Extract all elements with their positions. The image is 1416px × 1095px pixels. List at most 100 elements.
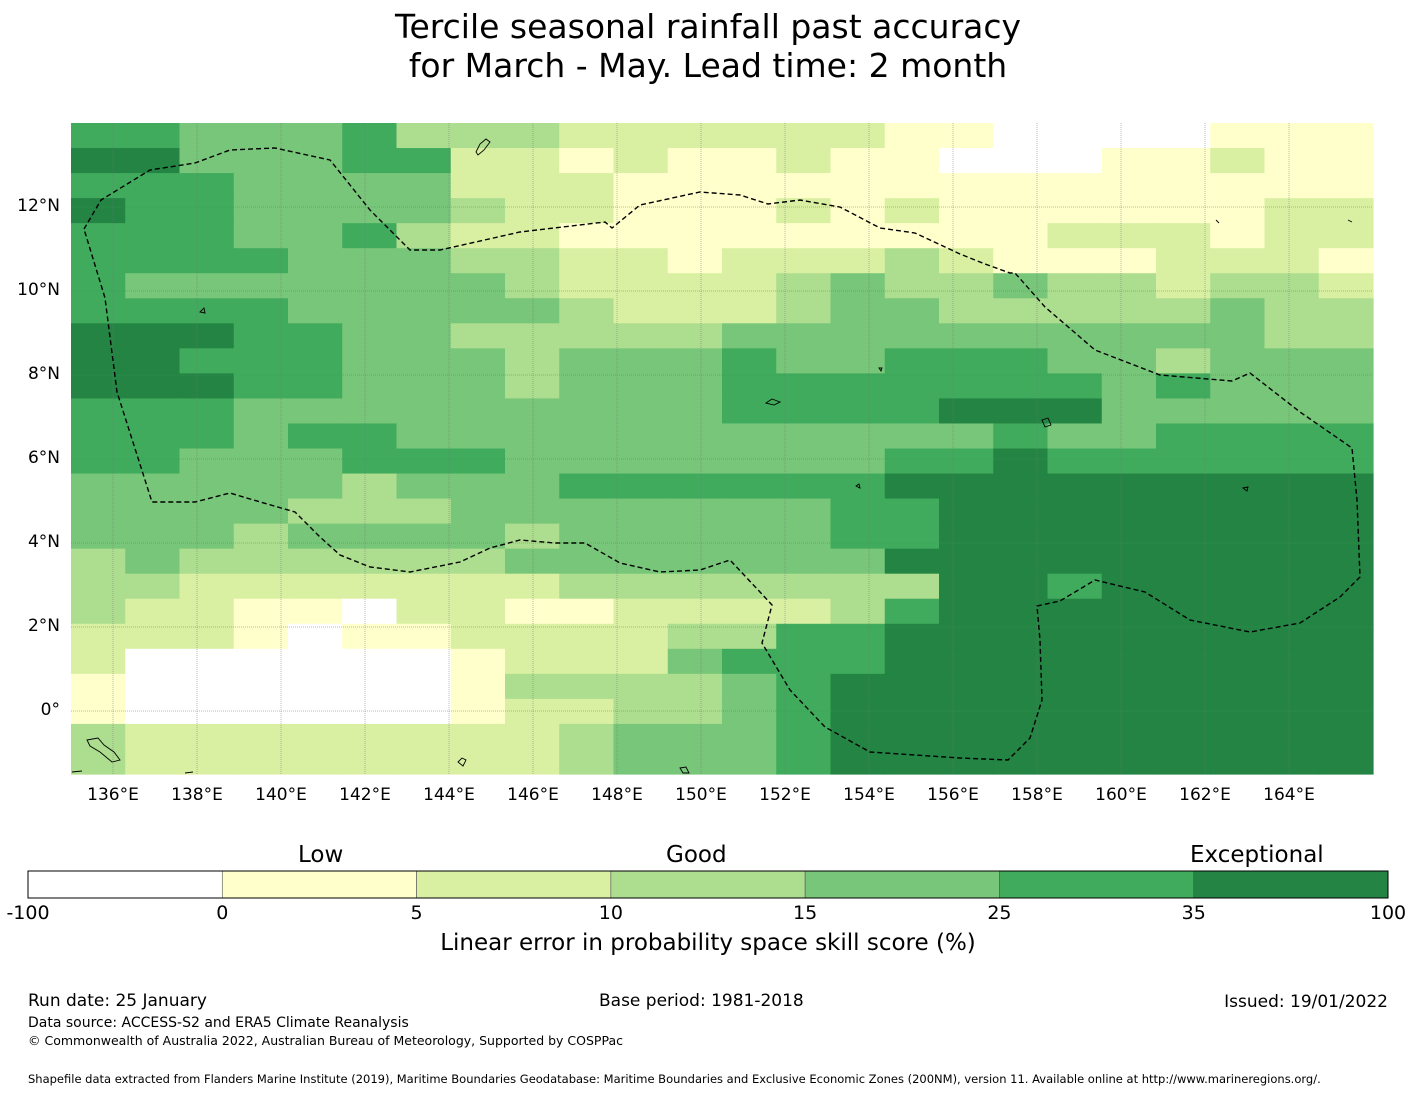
skill-cell	[179, 123, 235, 149]
skill-cell	[179, 198, 235, 224]
skill-cell	[1047, 623, 1103, 650]
skill-cell	[830, 223, 886, 249]
skill-cell	[667, 348, 723, 374]
colorbar-segment	[610, 870, 806, 899]
skill-cell	[939, 448, 994, 475]
skill-cell	[450, 698, 506, 725]
skill-cell	[1318, 348, 1374, 374]
skill-cell	[1264, 148, 1320, 174]
skill-cell	[884, 548, 940, 575]
skill-cell	[505, 198, 560, 224]
skill-cell	[613, 473, 669, 500]
skill-cell	[776, 323, 832, 349]
skill-cell	[667, 573, 723, 600]
skill-cell	[179, 323, 235, 349]
skill-cell	[1210, 648, 1266, 675]
skill-cell	[1318, 698, 1374, 725]
skill-grid-cells	[71, 123, 1374, 775]
skill-cell	[939, 198, 994, 224]
skill-cell	[505, 698, 560, 725]
skill-cell	[1047, 348, 1103, 374]
skill-cell	[993, 498, 1049, 525]
skill-cell	[830, 448, 886, 475]
skill-cell	[613, 198, 669, 224]
skill-cell	[288, 123, 343, 149]
colorbar-tick-label: 15	[793, 902, 818, 924]
skill-cell	[396, 598, 452, 625]
skill-cell	[613, 673, 669, 700]
longitude-label: 146°E	[507, 785, 559, 805]
skill-cell	[667, 123, 723, 149]
skill-cell	[1156, 198, 1211, 224]
skill-cell	[505, 423, 560, 450]
skill-cell	[1318, 173, 1374, 199]
skill-cell	[1101, 248, 1157, 274]
skill-cell	[830, 623, 886, 650]
skill-cell	[342, 373, 398, 400]
skill-cell	[1047, 698, 1103, 725]
skill-cell	[125, 223, 181, 249]
skill-cell	[1318, 248, 1374, 274]
skill-cell	[342, 223, 398, 249]
skill-cell	[1156, 298, 1211, 324]
skill-cell	[1318, 373, 1374, 400]
skill-cell	[125, 148, 181, 174]
skill-cell	[288, 748, 343, 775]
skill-cell	[613, 373, 669, 400]
skill-cell	[1101, 423, 1157, 450]
skill-cell	[722, 698, 777, 725]
skill-cell	[505, 748, 560, 775]
skill-cell	[450, 348, 506, 374]
skill-cell	[505, 148, 560, 174]
skill-cell	[288, 173, 343, 199]
skill-cell	[1210, 598, 1266, 625]
skill-cell	[288, 598, 343, 625]
skill-cell	[884, 148, 940, 174]
skill-cell	[179, 598, 235, 625]
skill-cell	[884, 348, 940, 374]
skill-cell	[179, 723, 235, 750]
skill-cell	[993, 723, 1049, 750]
skill-cell	[884, 123, 940, 149]
skill-cell	[505, 723, 560, 750]
skill-cell	[71, 398, 126, 425]
skill-cell	[830, 473, 886, 500]
skill-cell	[1101, 348, 1157, 374]
skill-cell	[342, 473, 398, 500]
skill-cell	[1156, 348, 1211, 374]
skill-cell	[993, 273, 1049, 299]
title-line-2: for March - May. Lead time: 2 month	[408, 46, 1008, 85]
skill-cell	[722, 348, 777, 374]
skill-cell	[1156, 673, 1211, 700]
skill-cell	[1318, 673, 1374, 700]
skill-cell	[559, 248, 615, 274]
skill-cell	[667, 723, 723, 750]
skill-cell	[1047, 273, 1103, 299]
skill-cell	[396, 448, 452, 475]
skill-cell	[1210, 398, 1266, 425]
skill-cell	[396, 623, 452, 650]
skill-cell	[884, 698, 940, 725]
skill-cell	[1101, 698, 1157, 725]
skill-cell	[1047, 323, 1103, 349]
skill-cell	[776, 398, 832, 425]
skill-cell	[1101, 673, 1157, 700]
skill-cell	[1156, 648, 1211, 675]
skill-cell	[342, 448, 398, 475]
skill-cell	[505, 348, 560, 374]
skill-cell	[722, 623, 777, 650]
skill-cell	[993, 573, 1049, 600]
skill-cell	[1318, 298, 1374, 324]
skill-cell	[71, 423, 126, 450]
colorbar-tick-label: 0	[216, 902, 229, 924]
skill-cell	[1210, 623, 1266, 650]
skill-cell	[396, 748, 452, 775]
skill-cell	[993, 423, 1049, 450]
skill-cell	[505, 448, 560, 475]
skill-cell	[396, 673, 452, 700]
skill-cell	[71, 448, 126, 475]
skill-cell	[233, 498, 289, 525]
skill-cell	[993, 198, 1049, 224]
skill-cell	[233, 398, 289, 425]
skill-cell	[1264, 598, 1320, 625]
